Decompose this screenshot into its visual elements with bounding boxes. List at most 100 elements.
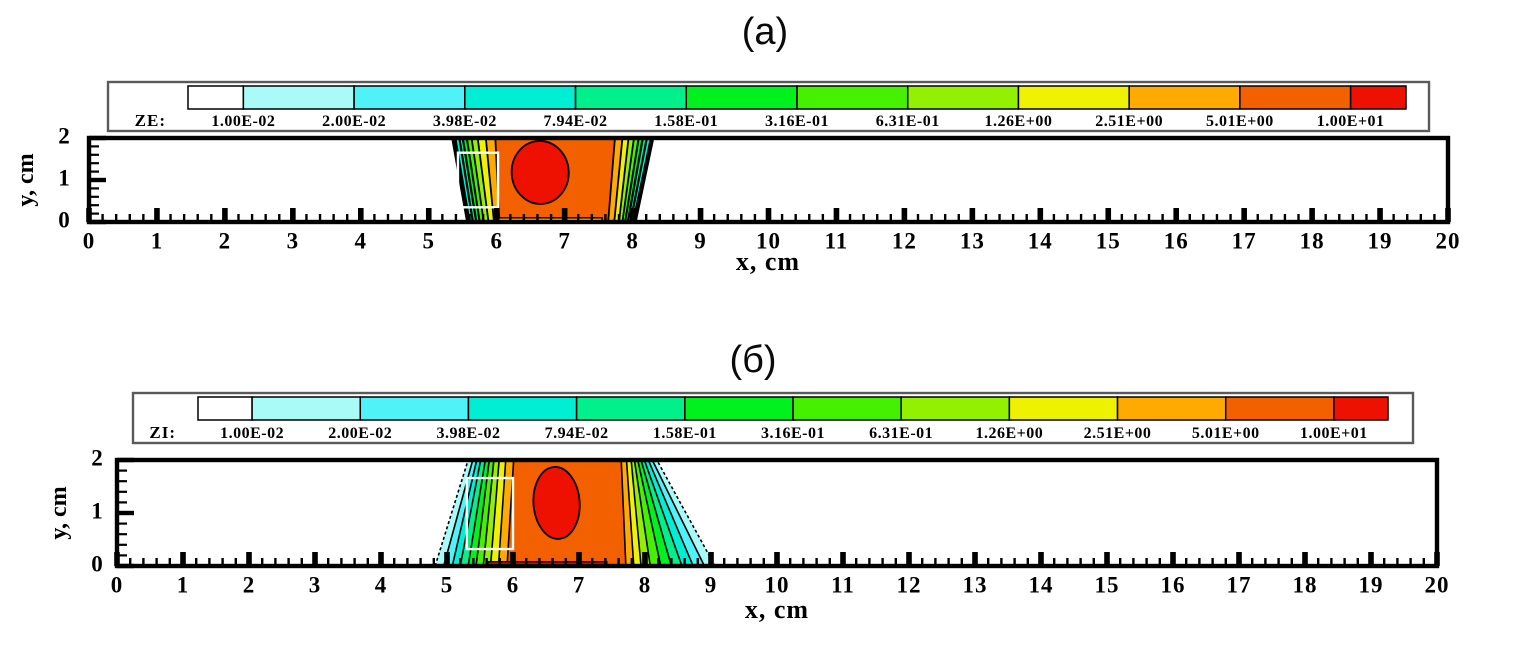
colorbar-swatch xyxy=(1224,396,1335,421)
y-axis-label: y, cm xyxy=(13,153,39,206)
x-tick-label: 2 xyxy=(219,228,232,253)
colorbar-swatch xyxy=(792,396,902,421)
colorbar-swatch xyxy=(574,85,688,110)
plot-frame xyxy=(86,135,1451,225)
x-tick-label: 0 xyxy=(111,572,124,597)
contour-core xyxy=(510,140,570,205)
colorbar-swatch xyxy=(575,396,686,421)
colorbar-swatch xyxy=(1239,85,1352,110)
colorbar-swatch xyxy=(1008,396,1119,421)
x-tick-label: 9 xyxy=(694,228,707,253)
y-axis-label: y, cm xyxy=(46,486,72,539)
colorbar-swatch xyxy=(1349,85,1407,110)
colorbar-level-label: 5.01E+00 xyxy=(1192,425,1260,442)
x-tick-label: 10 xyxy=(765,572,790,597)
colorbar-level-label: 7.94E-02 xyxy=(545,425,609,442)
x-tick-label: 3 xyxy=(287,228,300,253)
x-tick-label: 16 xyxy=(1161,572,1186,597)
axis-ticks xyxy=(114,457,1440,569)
colorbar-swatch xyxy=(197,396,253,421)
colorbar-swatch xyxy=(242,85,355,110)
x-tick-label: 12 xyxy=(897,572,922,597)
colorbar-level-label: 2.00E-02 xyxy=(322,113,386,130)
marker-rect xyxy=(456,151,500,209)
x-tick-label: 17 xyxy=(1227,572,1252,597)
marker-rect xyxy=(465,476,515,551)
colorbar-level-label: 3.16E-01 xyxy=(761,425,825,442)
y-tick-label: 2 xyxy=(91,445,103,470)
x-tick-label: 11 xyxy=(831,572,855,597)
x-tick-label: 7 xyxy=(558,228,571,253)
panel-a: ZE: 1.00E-02 2.00E-02 3.98E-02 7.94E-02 1.58E… xyxy=(13,80,1461,276)
x-tick-label: 11 xyxy=(825,228,849,253)
colorbar: ZI: 1.00E-02 2.00E-02 3.98E-02 7.94E-02 1.58E… xyxy=(131,391,1415,445)
x-tick-label: 15 xyxy=(1095,572,1120,597)
x-tick-label: 20 xyxy=(1436,228,1461,253)
colorbar-level-label: 1.26E+00 xyxy=(975,425,1043,442)
x-tick-label: 20 xyxy=(1425,572,1450,597)
panel-a-title: (a) xyxy=(741,11,789,53)
panel-b-title: (б) xyxy=(729,339,777,381)
x-tick-label: 5 xyxy=(441,572,454,597)
colorbar-level-label: 1.26E+00 xyxy=(985,113,1053,130)
colorbar-level-label: 3.98E-02 xyxy=(436,425,500,442)
colorbar-swatch xyxy=(187,85,245,110)
x-tick-label: 4 xyxy=(355,228,368,253)
colorbar-level-label: 1.00E+01 xyxy=(1300,425,1368,442)
x-axis-label: x, cm xyxy=(736,247,800,276)
x-tick-label: 19 xyxy=(1359,572,1384,597)
plot-frame xyxy=(114,457,1440,569)
x-tick-label: 13 xyxy=(960,228,985,253)
colorbar-level-label: 2.51E+00 xyxy=(1095,113,1163,130)
colorbar-level-label: 1.00E+01 xyxy=(1317,113,1385,130)
x-tick-label: 14 xyxy=(1028,228,1053,253)
plot-area xyxy=(434,460,716,566)
x-axis-label: x, cm xyxy=(745,595,809,624)
colorbar-level-label: 1.58E-01 xyxy=(654,113,718,130)
colorbar-swatch xyxy=(353,85,466,110)
colorbar-swatch xyxy=(796,85,909,110)
y-tick-label: 1 xyxy=(91,498,103,523)
x-tick-label: 8 xyxy=(626,228,639,253)
y-tick-label: 1 xyxy=(58,165,70,190)
x-tick-label: 3 xyxy=(309,572,322,597)
y-tick-label: 2 xyxy=(58,123,70,148)
colorbar-level-label: 1.00E-02 xyxy=(220,425,284,442)
colorbar-level-label: 1.00E-02 xyxy=(211,113,275,130)
x-tick-label: 19 xyxy=(1368,228,1393,253)
x-tick-label: 8 xyxy=(639,572,652,597)
x-tick-label: 1 xyxy=(151,228,164,253)
panel-b: ZI: 1.00E-02 2.00E-02 3.98E-02 7.94E-02 1.58E… xyxy=(46,391,1450,624)
plot-area xyxy=(451,138,655,222)
colorbar-swatch xyxy=(359,396,470,421)
x-tick-label: 1 xyxy=(177,572,190,597)
colorbar-level-label: 5.01E+00 xyxy=(1206,113,1274,130)
x-tick-label: 18 xyxy=(1293,572,1318,597)
colorbar-swatch xyxy=(906,85,1020,110)
colorbar-level-label: 6.31E-01 xyxy=(869,425,933,442)
colorbar-level-label: 6.31E-01 xyxy=(876,113,940,130)
x-tick-label: 13 xyxy=(963,572,988,597)
x-tick-label: 6 xyxy=(507,572,520,597)
colorbar-swatch xyxy=(1333,396,1389,421)
colorbar-level-label: 3.16E-01 xyxy=(765,113,829,130)
colorbar-swatch xyxy=(684,396,794,421)
x-tick-label: 5 xyxy=(423,228,436,253)
colorbar-swatch xyxy=(900,396,1011,421)
colorbar-swatch xyxy=(1116,396,1227,421)
x-tick-label: 7 xyxy=(573,572,586,597)
x-tick-label: 12 xyxy=(892,228,917,253)
colorbar-swatch xyxy=(251,396,362,421)
x-tick-label: 15 xyxy=(1096,228,1121,253)
colorbar-title: ZI: xyxy=(149,423,176,442)
x-tick-label: 17 xyxy=(1232,228,1257,253)
y-tick-label: 0 xyxy=(91,551,103,576)
colorbar-swatch xyxy=(685,85,798,110)
colorbar-level-label: 2.00E-02 xyxy=(328,425,392,442)
x-tick-label: 14 xyxy=(1029,572,1054,597)
colorbar: ZE: 1.00E-02 2.00E-02 3.98E-02 7.94E-02 1.58E… xyxy=(106,80,1431,133)
x-tick-label: 0 xyxy=(83,228,96,253)
x-tick-label: 18 xyxy=(1300,228,1325,253)
x-tick-label: 10 xyxy=(756,228,781,253)
